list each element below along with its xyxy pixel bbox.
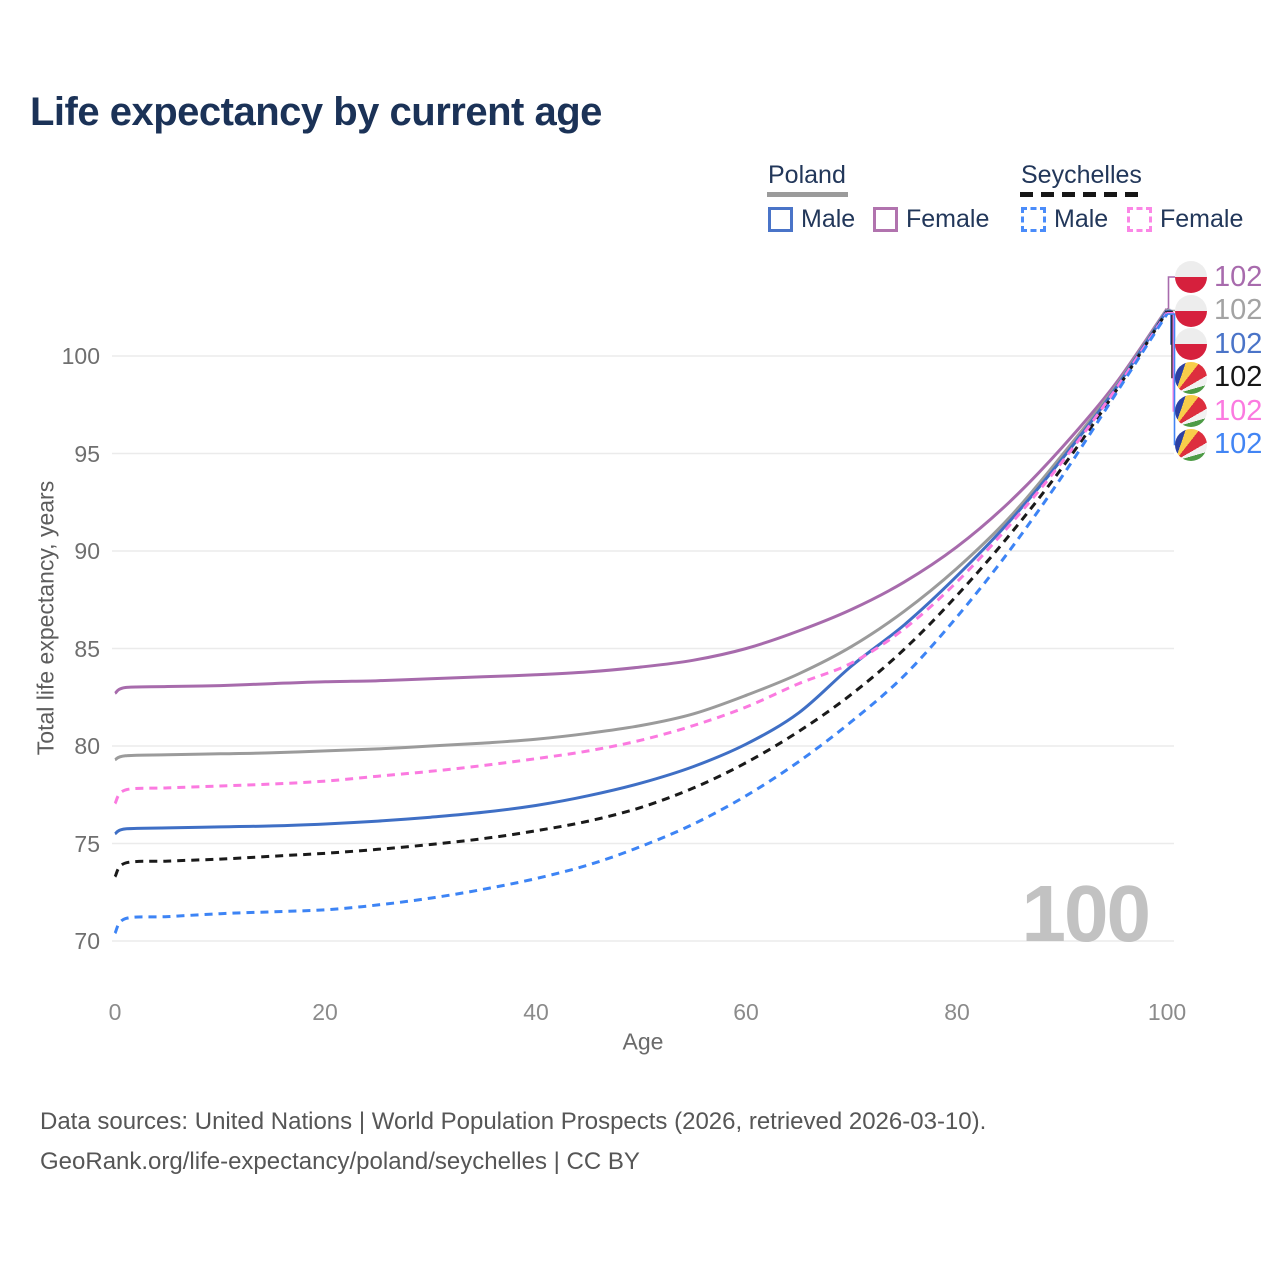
poland-female-checkbox[interactable] <box>873 207 898 232</box>
poland-male-checkbox[interactable] <box>768 207 793 232</box>
legend-item-label: Female <box>906 205 990 233</box>
poland-flag-icon <box>1175 261 1207 293</box>
end-label-seychelles-female: 102 <box>1175 395 1262 428</box>
legend-item-poland-male[interactable]: Male <box>768 205 855 234</box>
legend-poland-line-swatch <box>767 192 848 197</box>
end-label-seychelles-male: 102 <box>1175 428 1262 461</box>
y-tick-label: 85 <box>74 636 100 662</box>
seychelles-male-checkbox[interactable] <box>1021 207 1046 232</box>
legend-group-poland-label: Poland <box>768 161 846 189</box>
legend-item-label: Male <box>1054 205 1109 233</box>
legend-seychelles-line-swatch <box>1020 192 1139 197</box>
series-line-poland-female <box>114 307 1169 695</box>
end-label-poland-both-sexes: 102 <box>1175 294 1262 327</box>
end-label-poland-female: 102 <box>1175 261 1262 294</box>
poland-flag-icon <box>1175 328 1207 360</box>
seychelles-flag-icon <box>1175 428 1207 461</box>
series-line-poland-both-sexes <box>114 308 1169 762</box>
seychelles-flag-icon <box>1175 361 1207 394</box>
end-label-seychelles-both-sexes: 102 <box>1175 361 1262 394</box>
y-tick-label: 95 <box>74 441 100 467</box>
legend-item-poland-female[interactable]: Female <box>873 205 989 234</box>
x-tick-label: 60 <box>733 999 759 1025</box>
chart-title: Life expectancy by current age <box>30 90 602 134</box>
x-tick-label: 20 <box>312 999 338 1025</box>
y-tick-label: 90 <box>74 538 100 564</box>
footer-url-license: GeoRank.org/life-expectancy/poland/seych… <box>40 1148 640 1175</box>
seychelles-female-checkbox[interactable] <box>1127 207 1152 232</box>
label-leader-line <box>1167 313 1176 446</box>
label-leader-line <box>1167 276 1175 310</box>
legend-item-seychelles-male[interactable]: Male <box>1021 205 1108 234</box>
end-label-value: 102 <box>1214 361 1263 393</box>
end-label-value: 102 <box>1214 428 1263 460</box>
series-line-seychelles-female <box>113 311 1169 805</box>
legend-item-seychelles-female[interactable]: Female <box>1127 205 1243 234</box>
series-line-poland-male <box>114 309 1169 836</box>
seychelles-flag-icon <box>1175 395 1207 427</box>
end-label-value: 102 <box>1214 294 1263 326</box>
x-axis-title: Age <box>622 1028 664 1055</box>
x-tick-label: 0 <box>108 999 122 1025</box>
y-tick-label: 80 <box>74 733 100 759</box>
x-tick-label: 80 <box>944 999 970 1025</box>
y-tick-label: 70 <box>74 928 100 954</box>
legend-item-label: Female <box>1160 205 1244 233</box>
footer-data-sources: Data sources: United Nations | World Pop… <box>40 1108 987 1135</box>
end-label-value: 102 <box>1214 327 1263 360</box>
y-tick-label: 75 <box>74 831 100 857</box>
legend-group-seychelles-label: Seychelles <box>1021 161 1142 189</box>
series-line-seychelles-both-sexes <box>113 310 1169 878</box>
series-line-seychelles-male <box>113 313 1169 935</box>
end-label-poland-male: 102 <box>1175 328 1262 361</box>
y-axis-title: Total life expectancy, years <box>32 480 59 756</box>
poland-flag-icon <box>1175 294 1207 327</box>
y-tick-label: 100 <box>61 343 100 369</box>
end-label-value: 102 <box>1214 394 1263 427</box>
x-tick-label: 100 <box>1147 999 1187 1025</box>
age-counter-watermark: 100 <box>1021 869 1151 958</box>
legend-item-label: Male <box>801 205 856 233</box>
end-label-value: 102 <box>1214 260 1263 293</box>
x-tick-label: 40 <box>523 999 549 1025</box>
